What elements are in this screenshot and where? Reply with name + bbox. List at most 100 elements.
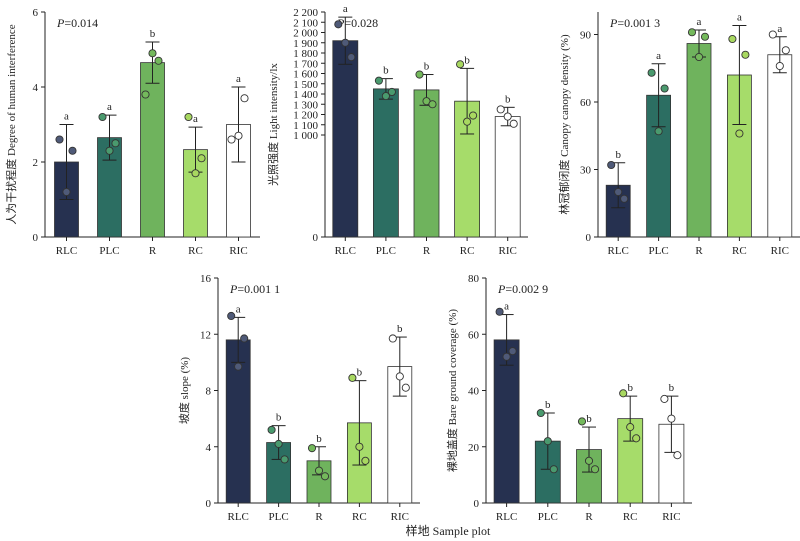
data-point — [667, 414, 676, 423]
chart-canopy-density: 0 30 60 90 林冠郁闭度 Canopy canopy density (%) P=… — [557, 12, 800, 257]
x-tick-label: RC — [460, 245, 475, 257]
significance-letter: a — [64, 111, 69, 123]
chart-slope: 0 4 8 12 16 坡度 slope (%) P=0.001 1 a RLC b PLC b Rb R… — [177, 273, 420, 523]
p-value-annotation: P=0.001 3 — [609, 16, 660, 30]
x-tick-label: RLC — [335, 245, 356, 257]
data-point — [614, 187, 623, 197]
x-tick-label: RLC — [496, 511, 517, 523]
data-point — [395, 372, 404, 381]
data-point — [735, 129, 744, 138]
x-tick-label: RLC — [227, 511, 248, 523]
data-point — [584, 456, 594, 465]
data-point — [694, 52, 704, 62]
data-point — [728, 34, 737, 44]
bar-r — [686, 43, 712, 238]
y-tick-label: 1 900 — [293, 38, 318, 50]
data-point — [687, 28, 697, 37]
y-tick-label: 2 000 — [293, 28, 318, 40]
data-point — [374, 76, 383, 85]
p-value-annotation: P=0.014 — [56, 16, 98, 30]
x-tick-label: RIC — [771, 245, 789, 257]
data-point — [111, 139, 120, 148]
chart-bare-ground: 0 20 40 60 80 裸地盖度 Bare ground coverage (%) P=… — [445, 273, 692, 523]
data-point — [361, 456, 370, 465]
significance-letter: a — [236, 73, 241, 85]
significance-letter: b — [627, 382, 633, 394]
data-point — [428, 100, 437, 109]
data-point — [654, 127, 663, 136]
x-tick-label: RC — [188, 245, 203, 257]
data-point — [456, 60, 465, 69]
data-point — [184, 112, 193, 122]
data-point — [191, 169, 200, 178]
x-tick-label: RC — [352, 511, 367, 523]
y-tick-label: 40 — [468, 386, 480, 398]
p-value-annotation: P=0.028 — [336, 16, 378, 30]
x-tick-label: PLC — [376, 245, 396, 257]
data-point — [197, 154, 206, 163]
x-tick-label: R — [423, 245, 431, 257]
x-tick-label: RIC — [662, 511, 680, 523]
bar-rlc — [493, 339, 520, 504]
y-tick-label: 20 — [468, 442, 480, 454]
y-axis-label: 林冠郁闭度 Canopy canopy density (%) — [557, 34, 571, 215]
data-point — [98, 112, 107, 122]
y-tick-label: 1 200 — [293, 110, 318, 122]
y-axis-label: 裸地盖度 Bare ground coverage (%) — [445, 309, 459, 472]
data-point — [240, 94, 249, 103]
x-tick-label: R — [585, 511, 593, 523]
data-point — [619, 389, 628, 398]
x-tick-label: RIC — [229, 245, 247, 257]
y-axis-label: 坡度 slope (%) — [177, 357, 191, 425]
data-point — [495, 307, 504, 316]
data-point — [741, 50, 750, 59]
x-tick-label: PLC — [269, 511, 289, 523]
x-tick-label: RIC — [499, 245, 517, 257]
data-point — [647, 68, 656, 77]
significance-letter: a — [737, 12, 742, 24]
significance-letter: b — [276, 412, 282, 424]
data-point — [320, 472, 330, 481]
y-tick-label: 4 — [206, 442, 212, 454]
x-tick-label: R — [695, 245, 703, 257]
data-point — [267, 425, 276, 434]
x-tick-label: RC — [732, 245, 747, 257]
p-value-annotation: P=0.001 1 — [229, 282, 280, 296]
data-point — [148, 49, 157, 58]
x-tick-label: RC — [623, 511, 638, 523]
data-point — [154, 56, 163, 65]
data-point — [105, 146, 114, 155]
data-point — [355, 442, 364, 451]
significance-letter: b — [424, 61, 430, 73]
significance-letter: b — [586, 413, 592, 425]
significance-letter: b — [545, 399, 551, 411]
shared-x-axis-label: 样地 Sample plot — [406, 523, 491, 538]
bar-r — [413, 89, 440, 238]
significance-letter: b — [464, 54, 470, 66]
bar-ric — [494, 116, 521, 238]
data-point — [314, 466, 324, 475]
data-point — [502, 352, 511, 361]
data-point — [240, 334, 249, 343]
x-tick-label: RLC — [56, 245, 77, 257]
y-tick-label: 0 — [206, 498, 212, 510]
data-point — [503, 112, 512, 121]
y-tick-label: 6 — [33, 7, 39, 19]
significance-letter: a — [656, 50, 661, 62]
bar-rlc — [332, 40, 359, 238]
data-point — [388, 334, 397, 343]
y-axis-label: 人为干扰程度 Degree of human interference — [4, 24, 18, 224]
y-tick-label: 30 — [580, 165, 592, 177]
data-point — [626, 423, 635, 432]
significance-letter: a — [107, 101, 112, 113]
x-tick-label: PLC — [649, 245, 669, 257]
data-point — [543, 437, 552, 446]
data-point — [274, 439, 283, 448]
data-point — [607, 160, 616, 170]
data-point — [660, 84, 669, 93]
data-point — [469, 111, 478, 120]
data-point — [280, 455, 289, 464]
y-tick-label: 1 300 — [293, 99, 318, 111]
y-tick-label: 1 600 — [293, 69, 318, 81]
